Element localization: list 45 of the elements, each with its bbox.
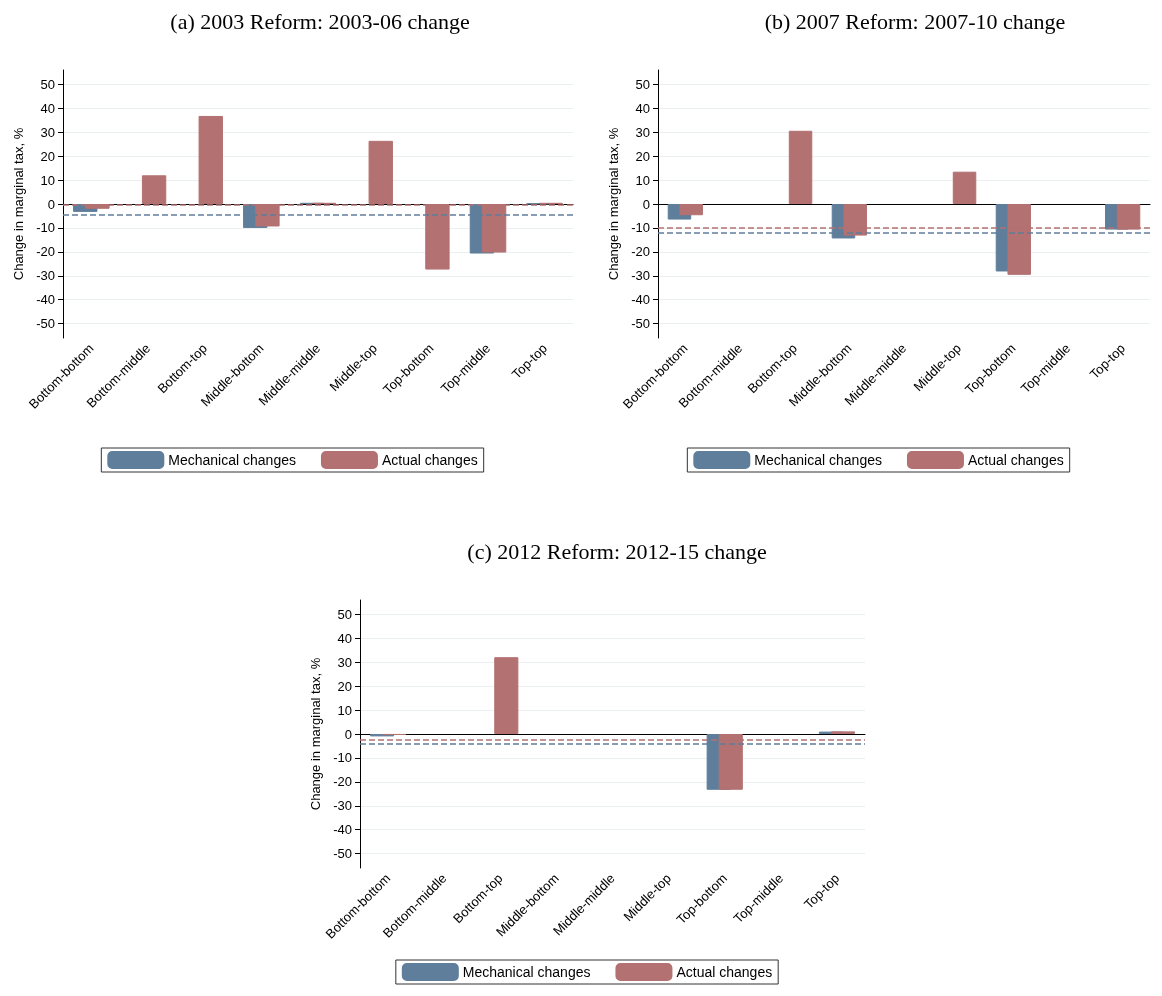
y-tick-label: -20: [631, 244, 650, 260]
y-tick-label: 20: [635, 148, 650, 164]
legend-label: Mechanical changes: [168, 452, 296, 468]
legend-label: Actual changes: [676, 964, 773, 980]
y-tick-label: 20: [40, 148, 55, 164]
chart-title: (c) 2012 Reform: 2012-15 change: [467, 538, 767, 564]
y-tick-label: -30: [333, 798, 352, 814]
y-axis-title: Change in marginal tax, %: [308, 657, 323, 811]
y-tick-label: -40: [36, 292, 55, 308]
y-tick-label: -10: [36, 220, 55, 236]
y-tick-label: 40: [337, 630, 352, 646]
chart-title: (a) 2003 Reform: 2003-06 change: [170, 8, 470, 34]
y-axis-title: Change in marginal tax, %: [11, 127, 26, 281]
y-tick-label: -40: [333, 822, 352, 838]
y-tick-label: 30: [635, 124, 650, 140]
y-tick-label: -50: [36, 316, 55, 332]
y-tick-label: 50: [40, 76, 55, 92]
chart-title: (b) 2007 Reform: 2007-10 change: [764, 8, 1066, 34]
y-tick-label: 50: [337, 606, 352, 622]
y-tick-label: -30: [36, 268, 55, 284]
y-tick-label: -40: [631, 292, 650, 308]
legend-label: Mechanical changes: [754, 452, 882, 468]
y-tick-label: 30: [337, 654, 352, 670]
y-tick-label: 30: [40, 124, 55, 140]
y-tick-label: -30: [631, 268, 650, 284]
y-tick-label: 40: [635, 100, 650, 116]
y-tick-label: -10: [333, 750, 352, 766]
y-tick-label: 0: [642, 196, 650, 212]
y-tick-label: -50: [631, 316, 650, 332]
y-tick-label: 10: [337, 702, 352, 718]
y-tick-label: 20: [337, 678, 352, 694]
y-tick-label: 40: [40, 100, 55, 116]
y-tick-label: 10: [635, 172, 650, 188]
y-tick-label: -20: [333, 774, 352, 790]
y-tick-label: 50: [635, 76, 650, 92]
y-tick-label: 10: [40, 172, 55, 188]
y-tick-label: 0: [344, 726, 352, 742]
y-axis-title: Change in marginal tax, %: [606, 127, 621, 281]
y-tick-label: -50: [333, 846, 352, 862]
y-tick-label: -10: [631, 220, 650, 236]
legend-label: Actual changes: [967, 452, 1064, 468]
legend-label: Mechanical changes: [462, 964, 591, 980]
legend-label: Actual changes: [381, 452, 478, 468]
y-tick-label: 0: [47, 196, 55, 212]
y-tick-label: -20: [36, 244, 55, 260]
